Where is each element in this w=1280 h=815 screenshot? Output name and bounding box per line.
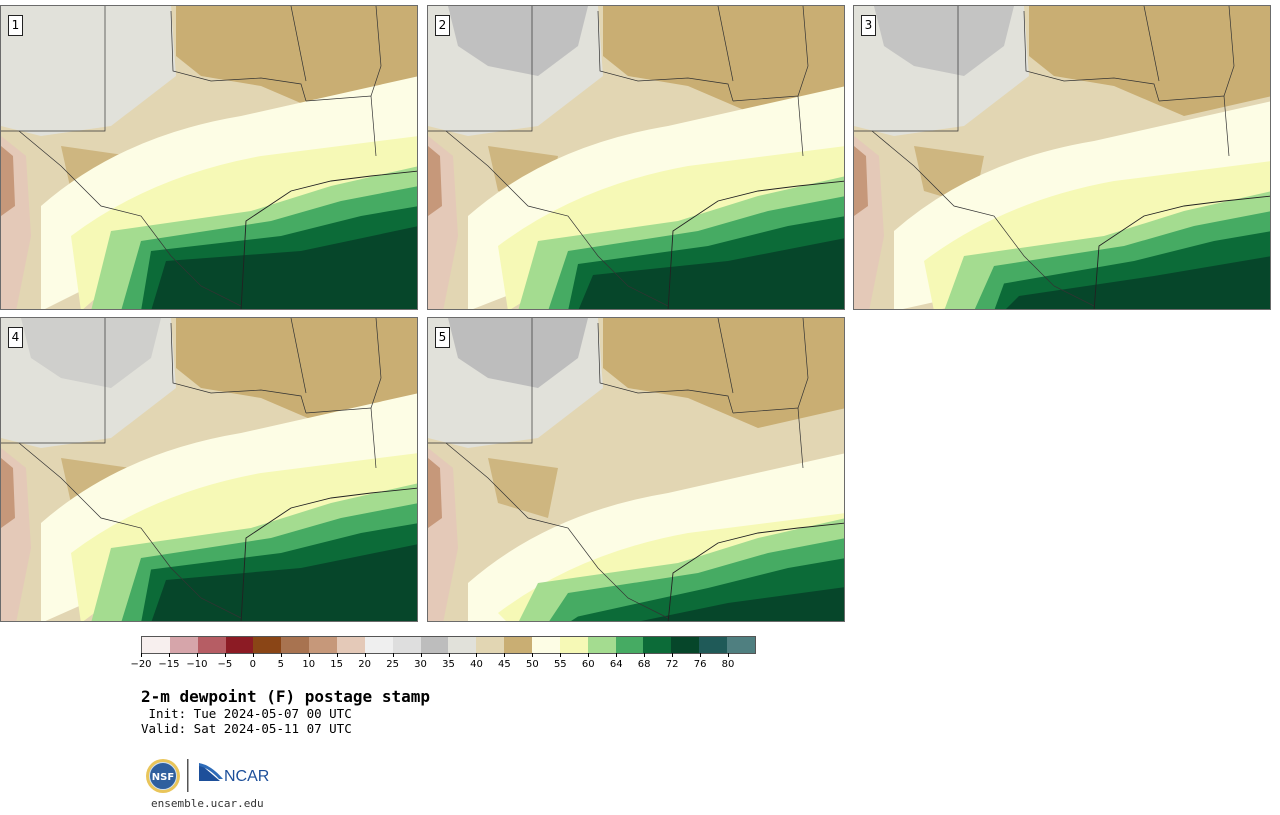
dewpoint-map-4 <box>1 318 417 621</box>
ncar-logo-icon: NCAR <box>199 763 269 785</box>
colorbar-tick-label: 55 <box>553 659 567 670</box>
colorbar-segment <box>476 637 505 653</box>
nsf-logo-text: NSF <box>152 772 174 783</box>
dewpoint-map-3 <box>854 6 1270 309</box>
colorbar-segment <box>615 637 644 653</box>
logo-divider <box>187 759 189 792</box>
colorbar-tick-label: 45 <box>498 659 511 670</box>
colorbar-segment <box>392 637 421 653</box>
colorbar-tick-label: 60 <box>581 659 595 670</box>
website-url: ensemble.ucar.edu <box>151 797 264 810</box>
colorbar-tick-label: 5 <box>277 659 284 670</box>
colorbar-segment <box>281 637 310 653</box>
colorbar-tick-label: −15 <box>158 659 180 670</box>
colorbar-tick-label: 80 <box>721 659 735 670</box>
panel-number-label: 5 <box>435 327 450 348</box>
colorbar-segment <box>364 637 393 653</box>
colorbar-segment <box>225 637 254 653</box>
colorbar-tick-label: 68 <box>637 659 651 670</box>
dewpoint-colorbar <box>141 636 756 654</box>
colorbar-segment <box>699 637 728 653</box>
colorbar-tick-label: −10 <box>186 659 208 670</box>
colorbar-tick-label: 0 <box>249 659 256 670</box>
colorbar-segment <box>448 637 477 653</box>
colorbar-tick-label: 64 <box>609 659 623 670</box>
panel-number-label: 3 <box>861 15 876 36</box>
colorbar-segment <box>587 637 616 653</box>
member-panel-3: 3 <box>853 5 1271 310</box>
colorbar-segment <box>169 637 198 653</box>
nsf-logo-icon: NSF <box>146 759 180 793</box>
colorbar-segment <box>142 637 170 653</box>
colorbar-segment <box>671 637 700 653</box>
member-panel-5: 5 <box>427 317 845 622</box>
colorbar-segment <box>420 637 449 653</box>
colorbar-segment <box>309 637 338 653</box>
colorbar-segment <box>643 637 672 653</box>
member-panel-2: 2 <box>427 5 845 310</box>
colorbar-tick-label: 40 <box>470 659 483 670</box>
init-time: Init: Tue 2024-05-07 00 UTC <box>141 706 352 721</box>
colorbar-tick-label: 30 <box>414 659 427 670</box>
panel-number-label: 4 <box>8 327 23 348</box>
nsf-ncar-logos: NSF NCAR <box>146 759 269 793</box>
colorbar-tick-label: 50 <box>525 659 539 670</box>
colorbar-segment <box>197 637 226 653</box>
colorbar-tick-label: 35 <box>442 659 455 670</box>
dewpoint-map-2 <box>428 6 844 309</box>
colorbar-tick-label: 20 <box>358 659 371 670</box>
colorbar-tick-label: 10 <box>302 659 316 670</box>
dewpoint-map-5 <box>428 318 844 621</box>
colorbar-segment <box>559 637 588 653</box>
dewpoint-map-1 <box>1 6 417 309</box>
panel-number-label: 1 <box>8 15 23 36</box>
member-panel-4: 4 <box>0 317 418 622</box>
colorbar-tick-labels: −20 −15 −10 −5 0 5 10 15 20 25 30 35 40 45 50 55 60 64 68 7… <box>130 653 756 673</box>
colorbar-segment <box>504 637 533 653</box>
colorbar-tick-label: 25 <box>386 659 399 670</box>
colorbar-tick-label: 72 <box>665 659 679 670</box>
valid-time: Valid: Sat 2024-05-11 07 UTC <box>141 721 352 736</box>
colorbar-tick-label: 76 <box>693 659 707 670</box>
panel-number-label: 2 <box>435 15 450 36</box>
colorbar-tick-label: 15 <box>330 659 344 670</box>
ncar-logo-text: NCAR <box>224 768 269 785</box>
member-panel-1: 1 <box>0 5 418 310</box>
colorbar-tick-label: −5 <box>217 659 233 670</box>
figure-title: 2-m dewpoint (F) postage stamp <box>141 687 430 706</box>
colorbar-segment <box>337 637 365 653</box>
colorbar-segment <box>727 637 755 653</box>
colorbar-tick-label: −20 <box>130 659 152 670</box>
colorbar-segment <box>532 637 560 653</box>
colorbar-segment <box>253 637 282 653</box>
